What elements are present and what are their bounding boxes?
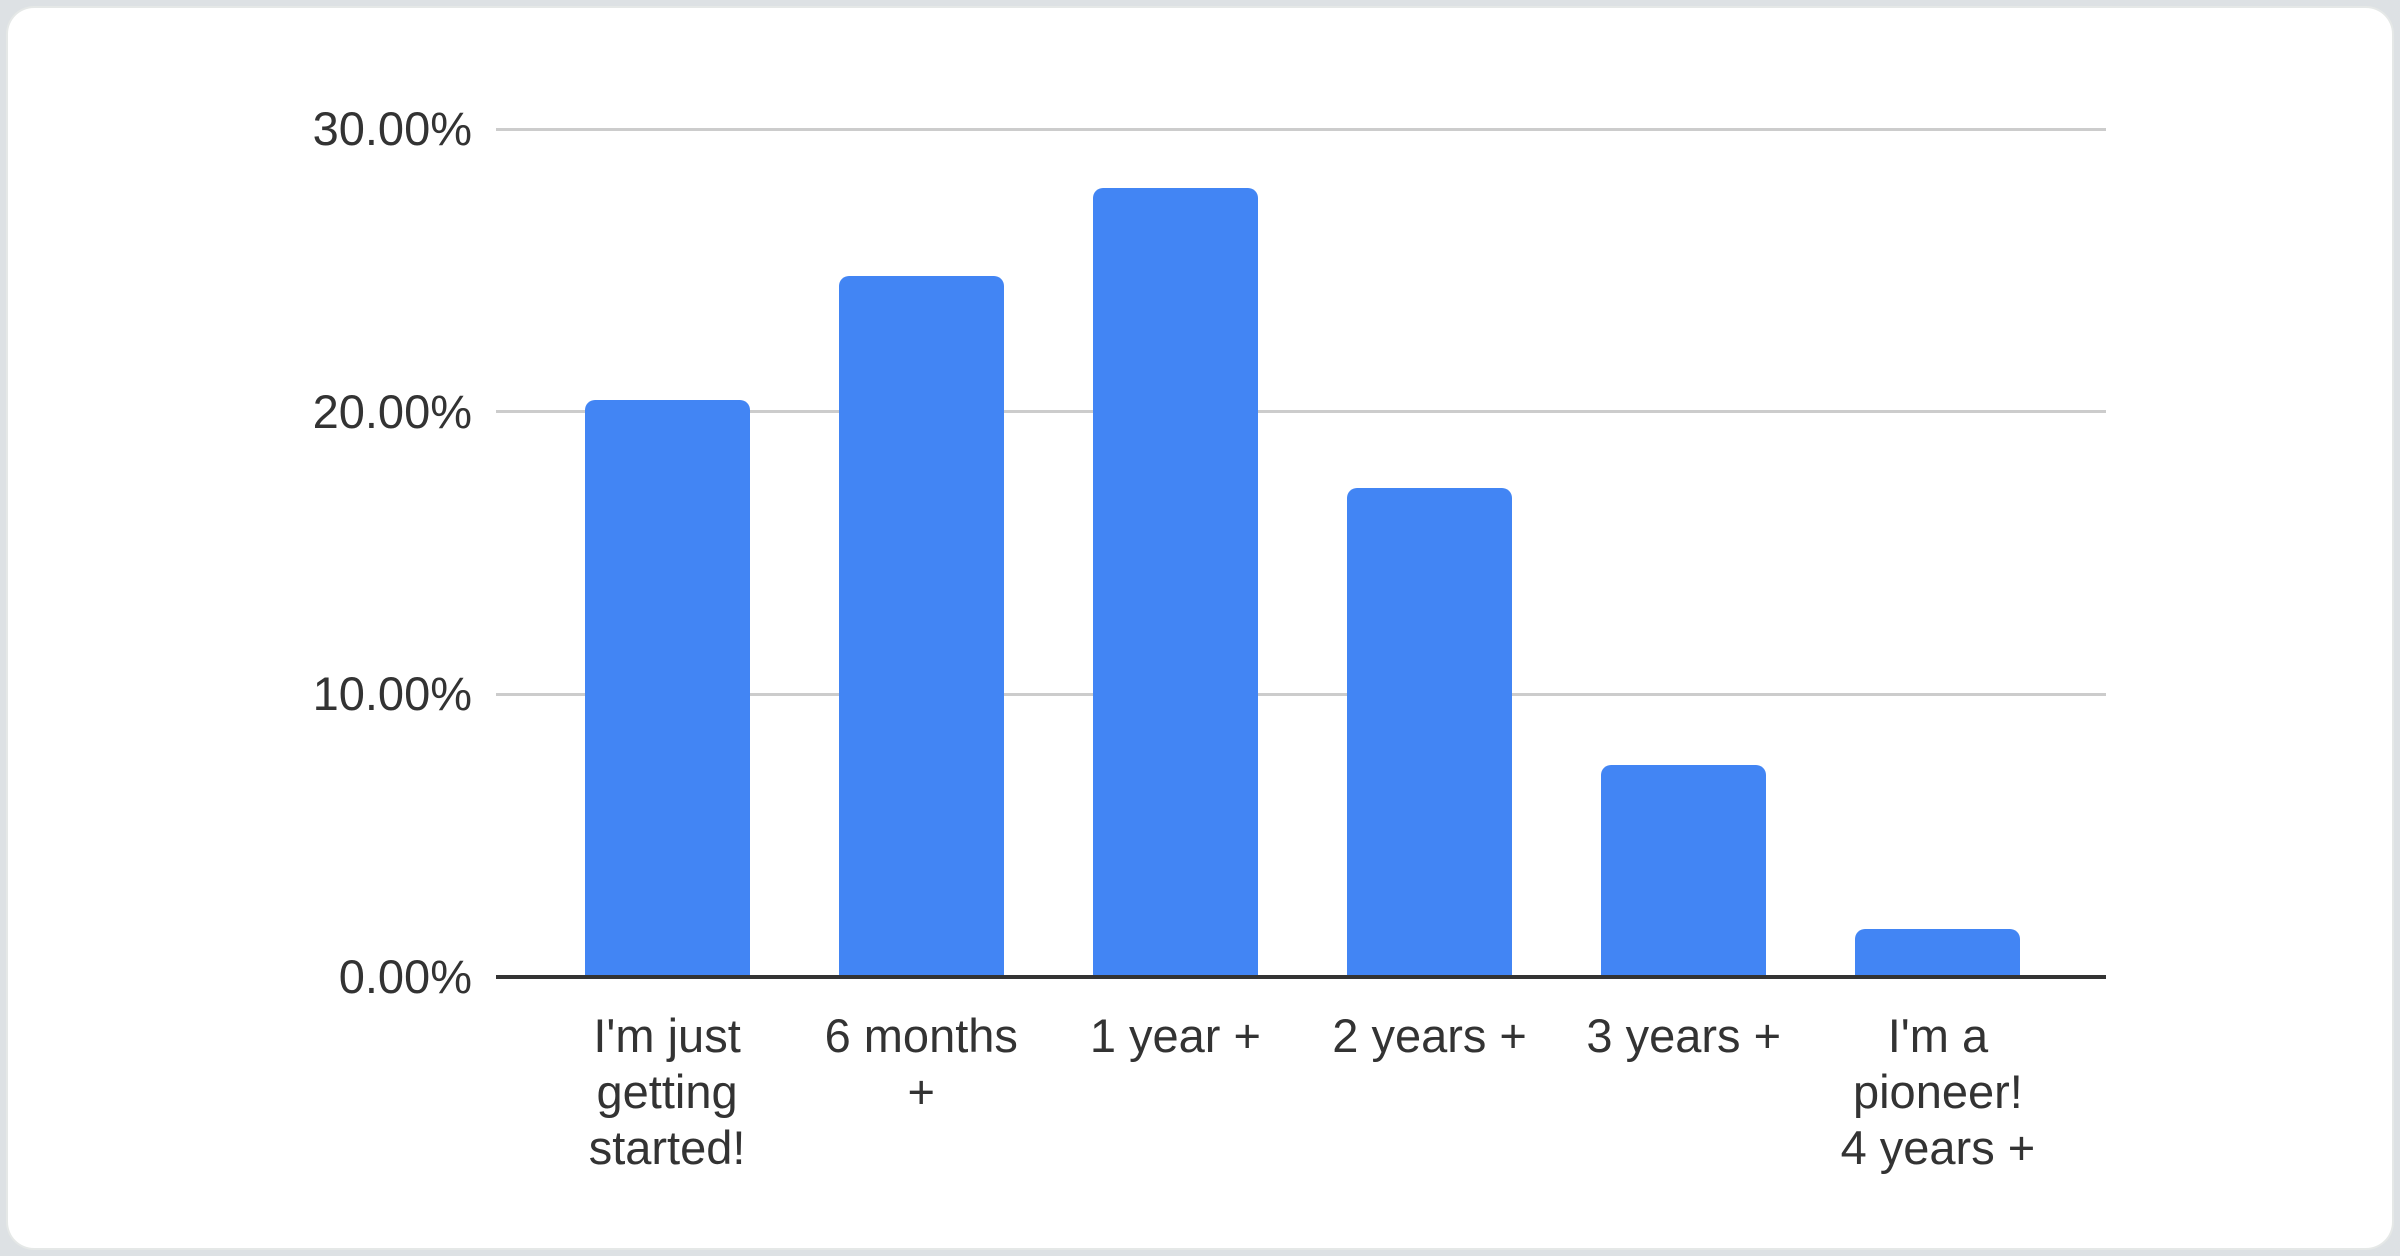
bar-chart: 0.00% 10.00% 20.00% 30.00% I'm just getting st… [8, 8, 2392, 1248]
x-axis-category-label: 2 years + [1285, 1008, 1575, 1064]
bar[interactable] [584, 400, 750, 977]
x-axis-category-label-line: + [907, 1065, 935, 1118]
x-axis-category-label: I'm just getting started! [522, 1008, 812, 1176]
x-axis-category-label-line: getting [596, 1065, 738, 1118]
gridline [496, 692, 2106, 696]
x-axis-line [496, 975, 2106, 979]
y-axis-tick-label: 0.00% [338, 950, 472, 1003]
bar[interactable] [1347, 487, 1513, 977]
gridline [496, 410, 2106, 414]
bar[interactable] [1855, 928, 2021, 977]
x-axis-category-label-line: 6 months [824, 1009, 1018, 1062]
x-axis-category-label-line: 3 years + [1586, 1009, 1782, 1062]
x-axis-category-label-line: I'm just [593, 1009, 741, 1062]
x-axis-category-label-line: started! [588, 1121, 746, 1174]
bar[interactable] [838, 275, 1004, 977]
x-axis-category-label-line: 2 years + [1332, 1009, 1527, 1062]
x-axis-category-label-line: 4 years + [1840, 1121, 2036, 1174]
x-axis-category-label-line: pioneer! [1852, 1065, 2023, 1118]
x-axis-category-label-line: 1 year + [1089, 1009, 1261, 1062]
x-axis-category-label: 3 years + [1539, 1008, 1829, 1064]
x-axis-category-label: 6 months + [776, 1008, 1066, 1120]
chart-card: 0.00% 10.00% 20.00% 30.00% I'm just getting st… [6, 6, 2394, 1250]
bar[interactable] [1601, 765, 1767, 977]
gridline [496, 127, 2106, 131]
x-axis-category-label-line: I'm a [1887, 1009, 1989, 1062]
bar[interactable] [1092, 188, 1258, 977]
y-axis-tick-label: 20.00% [312, 384, 472, 438]
y-axis-tick-label: 30.00% [312, 102, 472, 155]
y-axis-tick-label: 10.00% [312, 667, 472, 721]
x-axis-category-label: I'm a pioneer! 4 years + [1793, 1008, 2083, 1176]
x-axis-category-label: 1 year + [1030, 1008, 1320, 1064]
